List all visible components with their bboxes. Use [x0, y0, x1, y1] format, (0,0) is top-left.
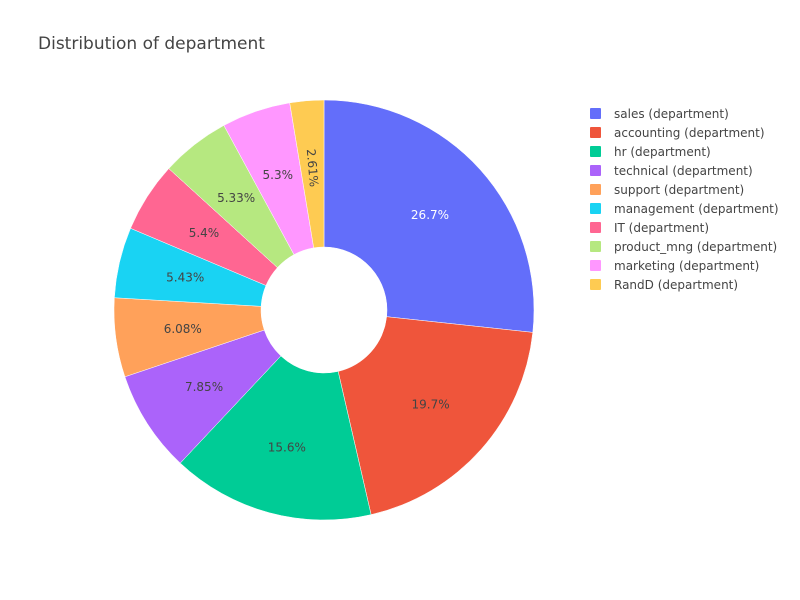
legend-item[interactable]: sales (department)	[590, 104, 779, 123]
legend-label: sales (department)	[614, 106, 729, 121]
legend-item[interactable]: hr (department)	[590, 142, 779, 161]
legend-item[interactable]: marketing (department)	[590, 256, 779, 275]
legend-item[interactable]: support (department)	[590, 180, 779, 199]
legend-swatch	[590, 108, 601, 119]
legend-swatch	[590, 222, 601, 233]
slice-label-9: 2.61%	[304, 148, 321, 187]
legend-swatch	[590, 146, 601, 157]
pie-slice-9[interactable]	[289, 99, 325, 249]
legend-swatch	[590, 203, 601, 214]
slice-label-4: 6.08%	[164, 322, 202, 336]
slice-label-7: 5.33%	[217, 191, 255, 205]
slice-label-5: 5.43%	[166, 271, 204, 285]
legend-swatch	[590, 279, 601, 290]
legend-swatch	[590, 184, 601, 195]
legend-label: marketing (department)	[614, 258, 760, 273]
slice-label-3: 7.85%	[185, 380, 223, 394]
legend-item[interactable]: IT (department)	[590, 218, 779, 237]
legend-label: IT (department)	[614, 220, 710, 235]
pie-slice-0[interactable]	[323, 99, 535, 333]
legend-item[interactable]: accounting (department)	[590, 123, 779, 142]
legend-label: accounting (department)	[614, 125, 765, 140]
legend-label: technical (department)	[614, 163, 753, 178]
slice-label-2: 15.6%	[268, 441, 306, 455]
legend-swatch	[590, 241, 601, 252]
legend-label: hr (department)	[614, 144, 711, 159]
legend-label: product_mng (department)	[614, 239, 778, 254]
slice-label-0: 26.7%	[411, 208, 449, 222]
legend-swatch	[590, 165, 601, 176]
legend-label: RandD (department)	[614, 277, 739, 292]
legend-swatch	[590, 127, 601, 138]
legend-item[interactable]: technical (department)	[590, 161, 779, 180]
legend-item[interactable]: RandD (department)	[590, 275, 779, 294]
pie-slice-2[interactable]	[179, 355, 372, 521]
pie-slice-1[interactable]	[337, 316, 534, 515]
legend-swatch	[590, 260, 601, 271]
legend-label: support (department)	[614, 182, 745, 197]
slice-label-6: 5.4%	[189, 226, 220, 240]
legend-item[interactable]: product_mng (department)	[590, 237, 779, 256]
legend: sales (department) accounting (department…	[590, 104, 779, 294]
chart-title: Distribution of department	[38, 34, 265, 54]
slice-label-8: 5.3%	[263, 168, 294, 182]
slice-label-1: 19.7%	[412, 398, 450, 412]
legend-item[interactable]: management (department)	[590, 199, 779, 218]
legend-label: management (department)	[614, 201, 779, 216]
